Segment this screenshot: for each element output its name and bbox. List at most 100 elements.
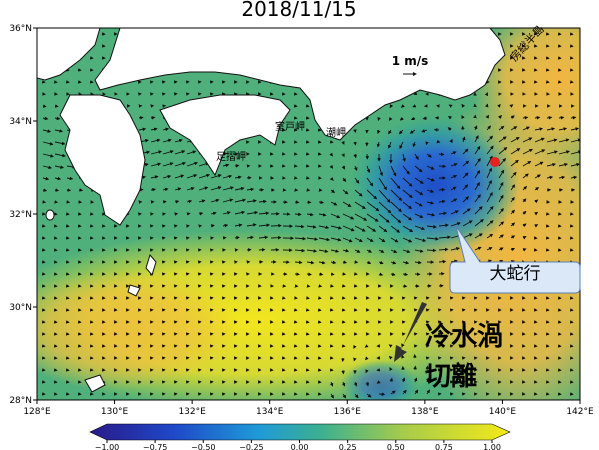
current-arrow [354,201,366,209]
annotation: 切離 [425,361,477,392]
current-arrow [162,200,167,204]
current-arrow [522,148,533,155]
current-arrow [509,104,514,108]
callout-label: 大蛇行 [490,264,541,284]
current-arrow [414,189,424,196]
current-arrow [54,141,66,146]
current-arrow [210,224,215,228]
current-arrow [486,125,491,131]
current-arrow [486,145,494,155]
x-tick-label: 134°E [256,407,284,417]
current-arrow [246,223,257,227]
x-tick-label: 142°E [566,407,594,417]
current-arrow [342,225,355,232]
current-arrow [186,199,193,204]
current-arrow [54,129,64,133]
current-arrow [42,188,48,192]
current-arrow [497,103,501,108]
current-arrow [353,153,357,159]
current-arrow [364,344,369,348]
current-arrow [330,237,342,242]
current-arrow [42,116,49,121]
current-arrow [450,198,458,203]
current-arrow [210,174,222,179]
x-tick-label: 132°E [178,407,206,417]
current-arrow [484,103,489,108]
current-arrow [462,208,471,215]
current-arrow [398,129,404,135]
current-arrow [402,201,413,210]
current-arrow [448,104,453,108]
y-tick-label: 36°N [9,24,32,34]
current-arrow [510,126,518,131]
current-arrow [546,175,554,180]
x-tick-label: 128°E [23,407,51,417]
current-arrow [474,194,481,203]
current-arrow [410,116,416,121]
current-arrow [426,389,430,395]
current-arrow [222,186,234,191]
current-arrow [570,138,580,143]
current-arrow [450,163,458,167]
current-arrow [365,369,369,374]
pointer-arrow [394,302,427,362]
current-arrow [473,125,478,131]
current-arrow [377,129,381,135]
current-arrow [390,390,396,395]
current-arrow [54,188,60,192]
current-arrow [222,198,234,203]
current-arrow [414,177,424,184]
current-arrow [498,158,507,167]
current-arrow [486,247,493,251]
current-arrow [186,150,197,155]
current-arrow [414,389,419,395]
current-arrow [546,115,553,120]
current-arrow [447,127,452,131]
current-arrow [330,249,340,253]
current-arrow [399,141,404,150]
current-arrow [246,187,255,192]
current-arrow [474,206,483,215]
current-arrow [294,248,306,253]
current-arrow [390,260,397,265]
current-arrow [450,210,459,215]
current-arrow [522,173,529,179]
current-arrow [306,200,312,204]
current-arrow [414,260,422,265]
current-arrow [449,138,453,143]
current-arrow [414,237,427,242]
current-arrow [510,115,515,119]
current-arrow [162,138,172,143]
current-arrow [378,213,390,223]
current-arrow [438,235,451,240]
current-arrow [522,161,532,167]
current-arrow [330,393,334,399]
current-arrow [342,177,347,183]
colorbar-tick-label: −0.75 [143,443,168,450]
current-arrow [138,116,144,120]
colorbar-tick-label: −0.25 [239,443,264,450]
current-arrow [246,210,259,215]
current-arrow [462,172,469,179]
current-arrow [390,225,401,233]
current-arrow [318,260,326,265]
current-arrow [522,126,530,131]
current-arrow [558,127,568,131]
current-arrow [474,145,481,155]
current-arrow [570,175,578,180]
current-arrow [390,272,396,277]
current-arrow [570,162,580,167]
current-arrow [330,272,335,276]
current-arrow [366,165,371,174]
current-arrow [150,150,163,155]
current-arrow [389,366,393,371]
current-arrow [353,381,358,387]
current-arrow [186,161,198,167]
current-arrow [342,393,347,399]
current-arrow [462,148,469,155]
current-arrow [376,141,381,148]
current-arrow [366,225,377,232]
current-arrow [306,237,319,241]
current-arrow [486,179,492,191]
current-arrow [258,211,270,216]
